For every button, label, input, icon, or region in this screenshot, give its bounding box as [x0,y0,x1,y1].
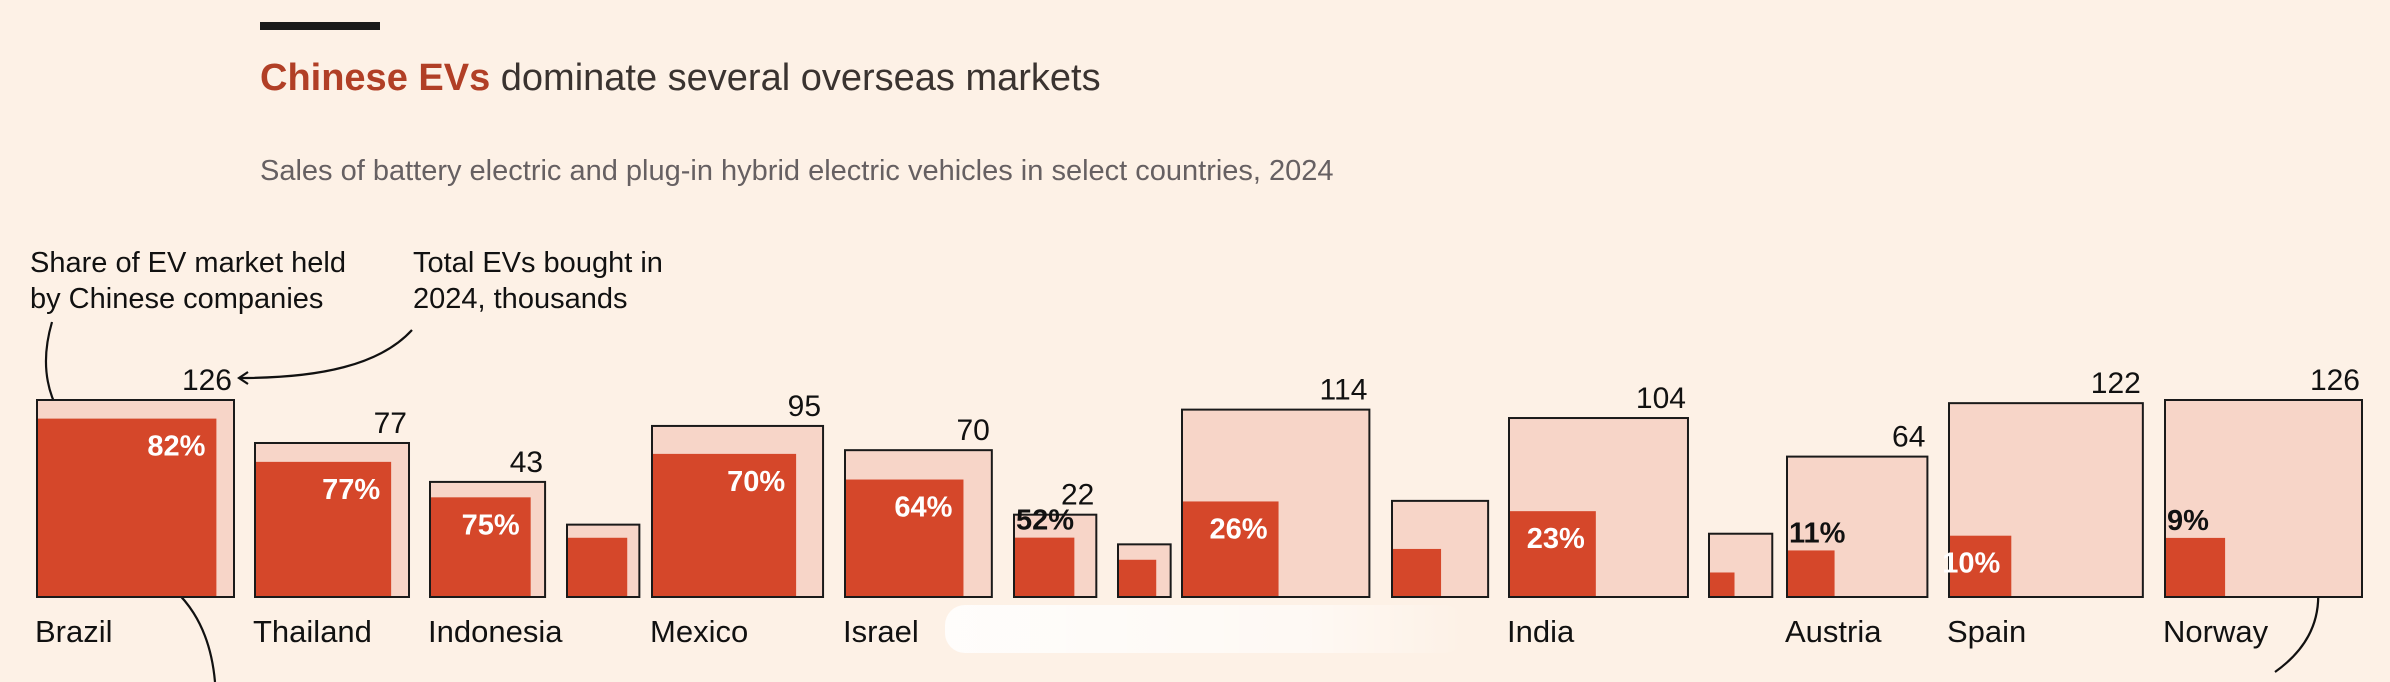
share-square-unlabelled-9 [1393,548,1442,596]
country-label-thailand: Thailand [253,614,372,649]
total-annotation: Total EVs bought in 2024, thousands [413,247,671,315]
share-label-israel: 64% [894,492,952,524]
share-square-unlabelled-6 [1015,537,1075,596]
country-label-norway: Norway [2163,614,2269,649]
share-label-indonesia: 75% [462,509,520,541]
total-label-mexico: 95 [788,390,821,423]
total-label-brazil: 126 [182,364,232,397]
share-square-indonesia [431,497,531,596]
country-label-indonesia: Indonesia [428,614,563,649]
watermark-overlay [945,605,1465,653]
total-label-israel: 70 [956,414,989,447]
share-annotation: Share of EV market held by Chinese compa… [30,247,354,315]
total-annotation-arrow [237,329,413,385]
share-square-spain [1950,535,2012,596]
chart-title: Chinese EVs dominate several overseas ma… [260,57,1101,99]
total-label-india: 104 [1636,382,1686,415]
total-label-indonesia: 43 [510,446,543,479]
squares-layer: 126 82% Brazil 77 77% Thailand 43 75% Indonesia 9… [35,364,2363,649]
total-label-austria: 64 [1892,421,1925,454]
total-label-spain: 122 [2091,367,2141,400]
share-label-spain: 10% [1942,548,2000,580]
share-label-india: 23% [1527,523,1585,555]
share-label-brazil: 82% [147,431,205,463]
total-label-unlabelled-6: 22 [1061,479,1094,512]
share-square-unlabelled-8 [1183,501,1279,596]
total-label-norway: 126 [2310,364,2360,397]
share-square-india [1510,511,1596,596]
country-label-brazil: Brazil [35,614,113,649]
share-label-unlabelled-8: 26% [1210,513,1268,545]
chart-subtitle: Sales of battery electric and plug-in hy… [260,155,1334,187]
share-square-unlabelled-11 [1710,572,1735,596]
share-square-israel [846,479,964,596]
share-square-austria [1788,550,1835,596]
header-rule [260,22,380,30]
share-square-unlabelled-7 [1119,559,1157,596]
country-label-austria: Austria [1785,614,1882,649]
share-square-brazil [38,418,217,596]
country-label-mexico: Mexico [650,614,748,649]
total-label-unlabelled-8: 114 [1320,374,1368,407]
share-square-unlabelled-3 [568,537,628,596]
country-label-israel: Israel [843,614,919,649]
share-label-thailand: 77% [322,474,380,506]
country-label-spain: Spain [1947,614,2026,649]
share-label-mexico: 70% [727,466,785,498]
share-square-mexico [653,453,797,596]
share-square-thailand [256,461,392,596]
country-label-india: India [1507,614,1575,649]
total-label-thailand: 77 [374,407,407,440]
share-label-austria: 11% [1789,517,1846,549]
share-label-norway: 9% [2167,505,2209,537]
share-label-unlabelled-6: 52% [1016,505,1074,537]
share-square-norway [2166,537,2226,596]
